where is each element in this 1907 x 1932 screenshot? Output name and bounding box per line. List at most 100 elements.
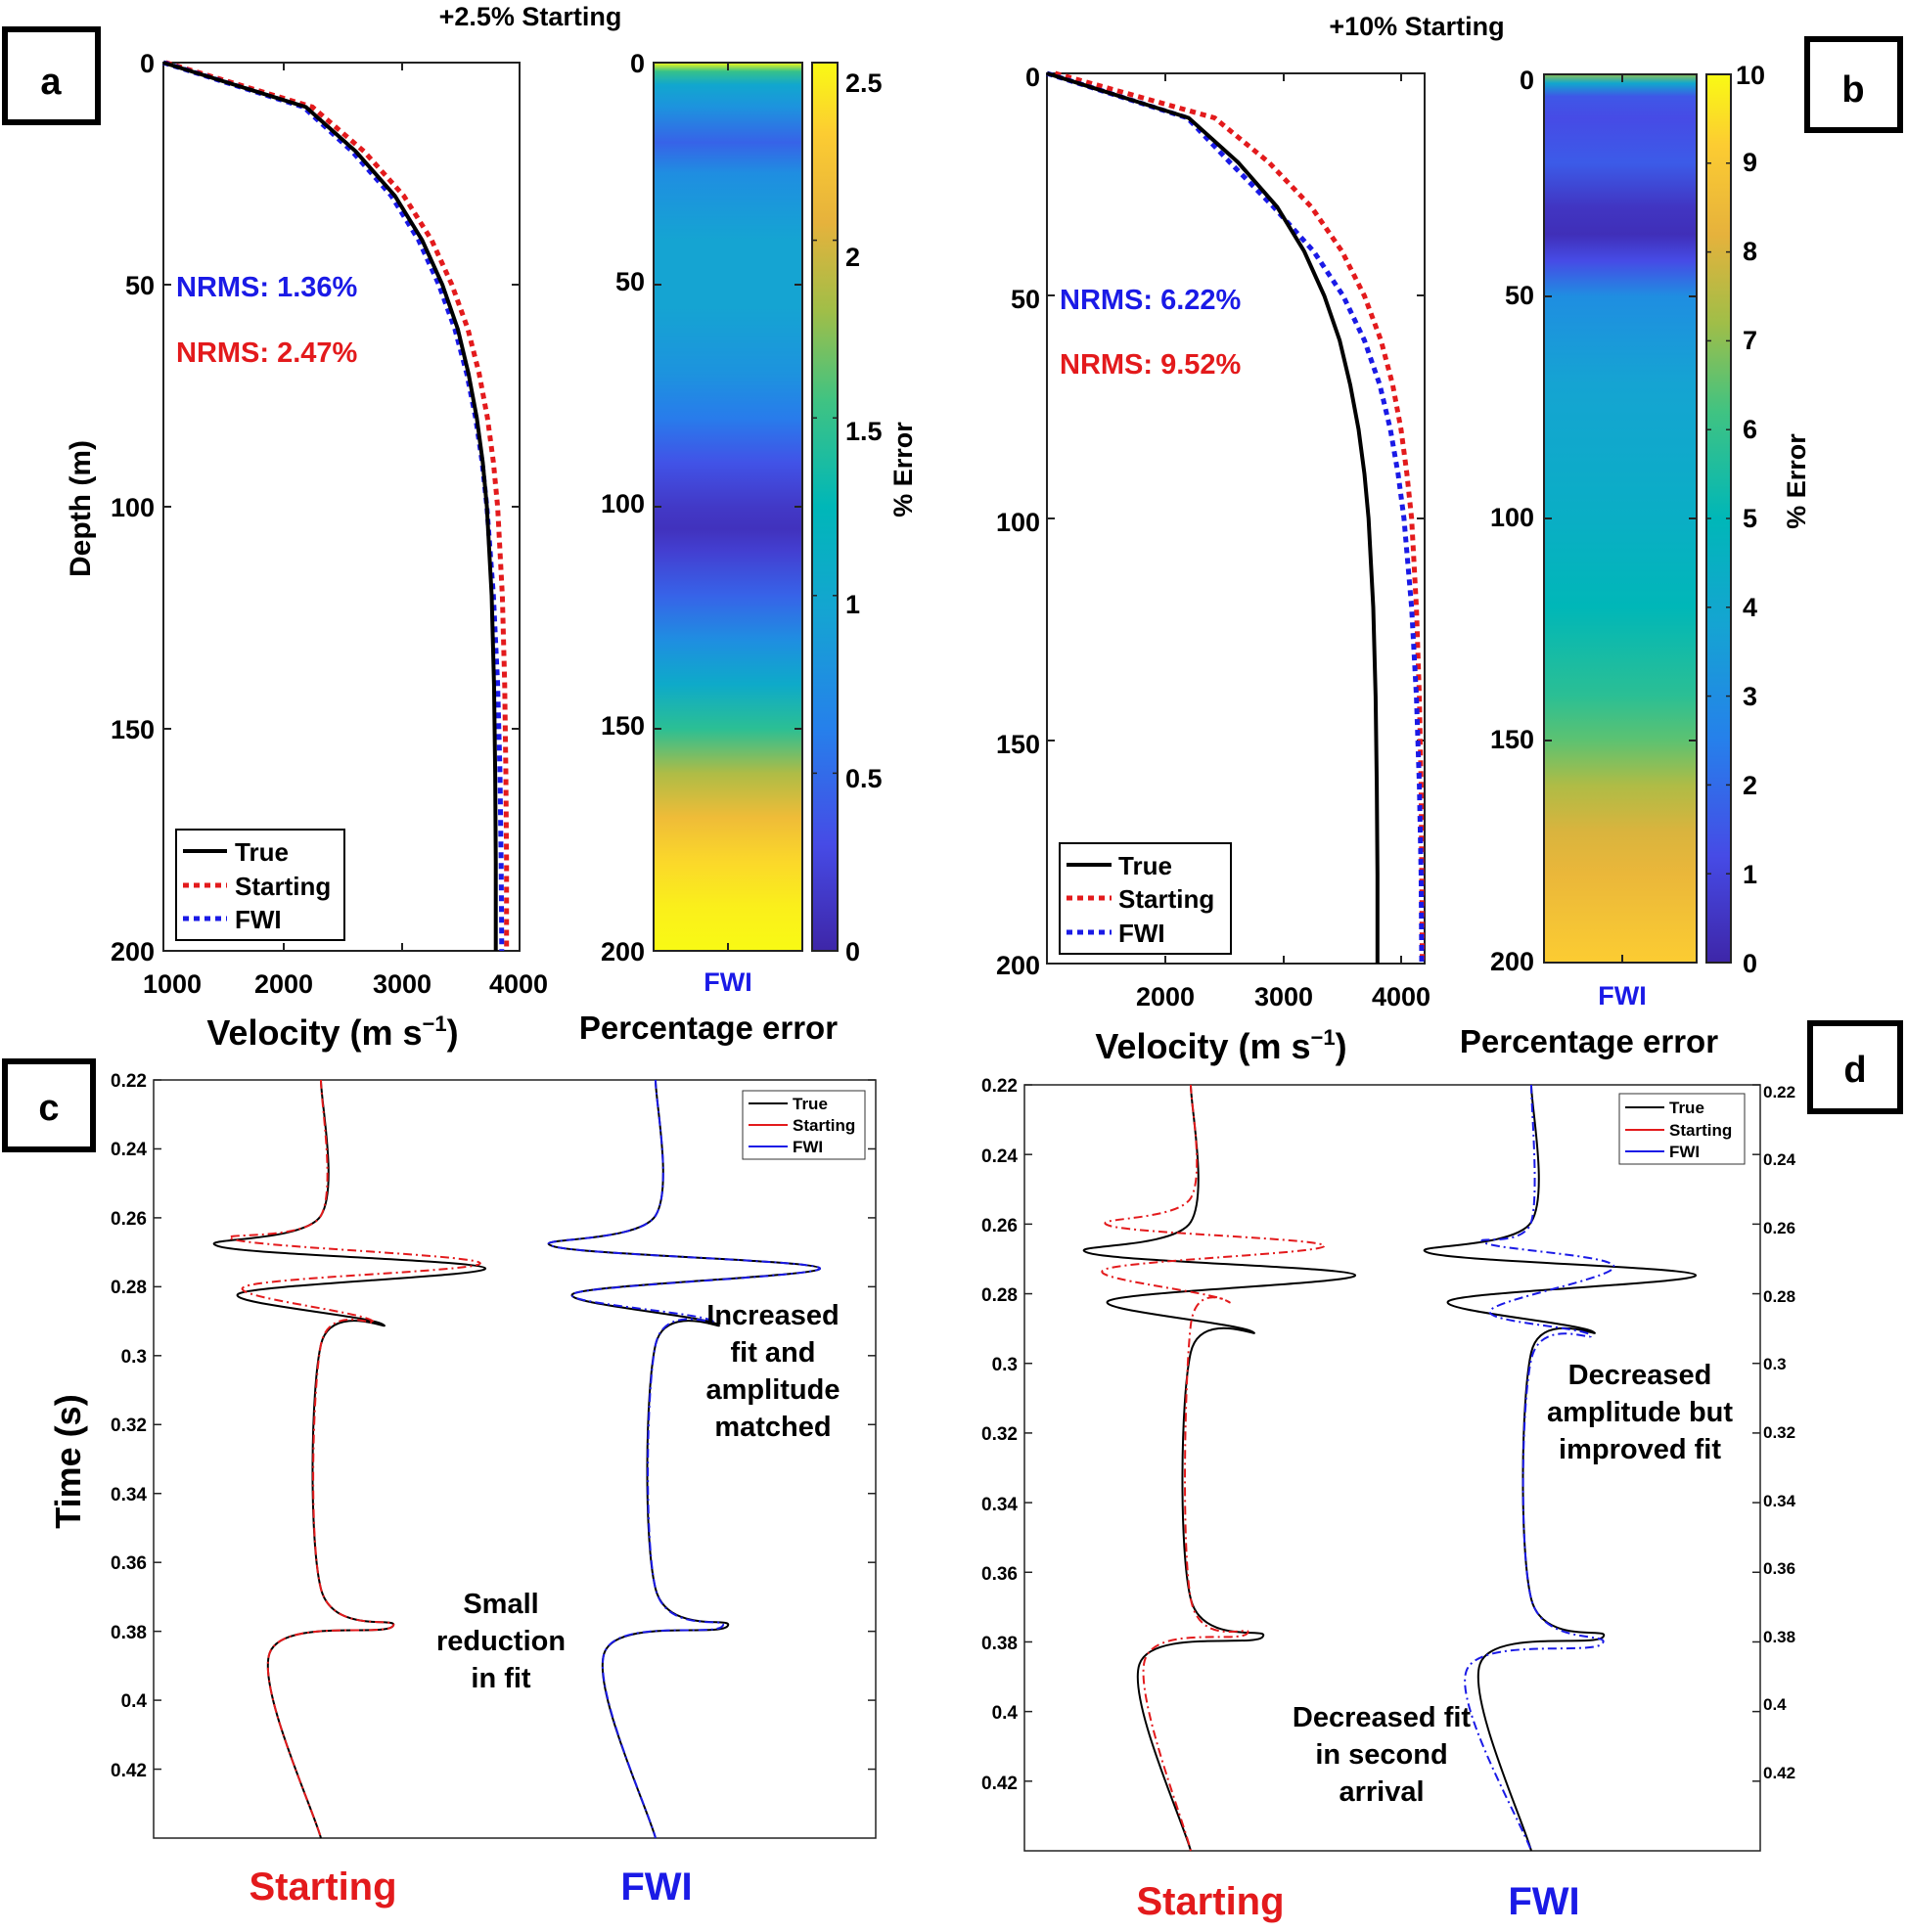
- profile-a-legend: True Starting FWI: [175, 829, 345, 941]
- profile-a-line-starting: [164, 60, 510, 951]
- trace-d-fwi-trace: [1464, 1084, 1615, 1852]
- legend-c-label-true: True: [793, 1095, 828, 1113]
- legend-d-label-fwi: FWI: [1669, 1143, 1700, 1161]
- error-a-xtick: FWI: [704, 967, 751, 997]
- colorbar-b-label: % Error: [1782, 433, 1811, 529]
- panel-b-letter-box: b: [1804, 36, 1903, 133]
- profile-a-lines: [162, 60, 510, 952]
- trace-d-starting-trace: [1101, 1084, 1326, 1852]
- panel-a-letter: a: [40, 62, 62, 103]
- colorbar-b-tick-8: 8: [1743, 237, 1757, 266]
- note-line: improved fit: [1559, 1434, 1721, 1465]
- colorbar-b-tick-6: 6: [1743, 415, 1757, 444]
- trace-d-tick-labels-right: 0.22 0.24 0.26 0.28 0.3 0.32 0.34 0.36 0…: [1763, 1083, 1796, 1782]
- profile-a-xtick-0: 1000: [143, 969, 202, 999]
- trace-d-legend: True Starting FWI: [1618, 1093, 1746, 1165]
- colorbar-b-ticks: [1706, 73, 1731, 964]
- profile-b-ytick-3: 150: [996, 730, 1040, 759]
- trace-c-note-fit: Increased fit and amplitude matched: [706, 1300, 840, 1443]
- trace-c-xlabel-starting: Starting: [249, 1865, 396, 1909]
- profile-b-lines: [1046, 70, 1426, 965]
- colorbar-b-tick-7: 7: [1743, 326, 1757, 355]
- colorbar-b-tick-4: 4: [1743, 593, 1757, 622]
- panel-a-letter-box: a: [2, 26, 101, 125]
- trace-d-rtick-9: 0.4: [1763, 1695, 1787, 1714]
- colorbar-b-tick-10: 10: [1736, 61, 1765, 90]
- error-b-ytick-2: 100: [1490, 503, 1534, 532]
- legend-label-fwi: FWI: [235, 905, 282, 934]
- legend-c-label-starting: Starting: [793, 1116, 855, 1135]
- trace-d-rtick-5: 0.32: [1763, 1423, 1795, 1442]
- trace-c-ytick-9: 0.4: [121, 1691, 148, 1712]
- trace-c-true-under-fwi: [548, 1079, 822, 1839]
- trace-d-rtick-2: 0.26: [1763, 1219, 1795, 1237]
- trace-c-fwi-trace: [548, 1079, 822, 1839]
- trace-d-xlabel-fwi: FWI: [1508, 1880, 1579, 1923]
- colorbar-b-tick-9: 9: [1743, 148, 1757, 177]
- trace-d-rtick-3: 0.28: [1763, 1287, 1795, 1306]
- panel-c-letter: c: [38, 1088, 59, 1129]
- error-b-ytick-0: 0: [1520, 66, 1534, 95]
- profile-a-xlabel: Velocity (m s−1): [206, 1011, 458, 1053]
- error-a-xlabel: Percentage error: [579, 1010, 838, 1046]
- trace-c-ytick-2: 0.26: [111, 1209, 147, 1230]
- trace-d-ytick-10: 0.42: [981, 1774, 1018, 1794]
- note-line: arrival: [1339, 1776, 1424, 1808]
- profile-b-nrms-start: NRMS: 9.52%: [1060, 349, 1242, 381]
- trace-c-true-under-starting: [213, 1079, 487, 1839]
- trace-d-ytick-3: 0.28: [981, 1285, 1018, 1306]
- error-b-ytick-4: 200: [1490, 947, 1534, 976]
- legend-b-label-true: True: [1118, 851, 1172, 880]
- colorbar-a-tick-4: 2: [845, 243, 860, 272]
- profile-b-line-fwi: [1046, 70, 1425, 965]
- trace-d-true-under-fwi: [1424, 1084, 1698, 1852]
- profile-b-xtick-0: 2000: [1136, 982, 1195, 1011]
- legend-c-label-fwi: FWI: [793, 1138, 823, 1156]
- panel-c-letter-box: c: [2, 1058, 96, 1152]
- colorbar-a-tick-5: 2.5: [845, 68, 883, 98]
- trace-d-xlabel-starting: Starting: [1136, 1880, 1284, 1923]
- profile-b-nrms-fwi: NRMS: 6.22%: [1060, 285, 1242, 316]
- profile-a-ticks: [163, 62, 520, 952]
- error-a-ytick-1: 50: [615, 267, 645, 296]
- note-line: matched: [714, 1412, 831, 1443]
- profile-b-legend: True Starting FWI: [1059, 842, 1232, 955]
- trace-c-starting-trace: [228, 1079, 481, 1839]
- panel-d-letter-box: d: [1807, 1020, 1903, 1114]
- colorbar-b-tick-0: 0: [1743, 949, 1757, 978]
- profile-a-line-true: [162, 61, 498, 951]
- trace-d-ytick-9: 0.4: [992, 1703, 1019, 1724]
- profile-a-ytick-3: 150: [111, 715, 155, 744]
- trace-c-tick-labels: 0.22 0.24 0.26 0.28 0.3 0.32 0.34 0.36 0…: [111, 1071, 147, 1781]
- trace-d-rtick-8: 0.38: [1763, 1628, 1795, 1646]
- profile-b-line-true: [1046, 71, 1380, 964]
- legend-d-label-true: True: [1669, 1099, 1704, 1117]
- profile-a-ytick-1: 50: [125, 271, 155, 300]
- note-line: fit and: [731, 1337, 816, 1369]
- note-line: Decreased fit: [1293, 1702, 1471, 1733]
- trace-c-ytick-8: 0.38: [111, 1623, 147, 1643]
- error-a-ytick-2: 100: [601, 489, 645, 518]
- profile-b-xtick-2: 4000: [1372, 982, 1430, 1011]
- colorbar-a-tick-1: 0.5: [845, 764, 883, 793]
- note-line: amplitude but: [1547, 1397, 1733, 1428]
- trace-c-ylabel: Time (s): [48, 1394, 88, 1528]
- trace-c-ytick-4: 0.3: [121, 1347, 147, 1368]
- trace-d-rtick-1: 0.24: [1763, 1150, 1796, 1169]
- colorbar-b-tick-5: 5: [1743, 504, 1757, 533]
- profile-a-line-fwi: [162, 60, 505, 952]
- trace-c-ytick-5: 0.32: [111, 1415, 147, 1436]
- profile-a-axes: [162, 62, 521, 952]
- profile-a-ytick-4: 200: [111, 937, 155, 966]
- profile-b-ytick-2: 100: [996, 508, 1040, 537]
- error-a-ytick-3: 150: [601, 711, 645, 741]
- error-b-xtick: FWI: [1598, 981, 1646, 1011]
- trace-c-xlabel-fwi: FWI: [620, 1865, 692, 1909]
- trace-d-axes: [1023, 1084, 1761, 1852]
- error-b-ytick-3: 150: [1490, 725, 1534, 754]
- note-line: in second: [1315, 1739, 1447, 1771]
- trace-c-ytick-0: 0.22: [111, 1071, 147, 1092]
- trace-c-ticks: [154, 1079, 876, 1771]
- trace-d-rtick-10: 0.42: [1763, 1764, 1795, 1782]
- legend-label-true: True: [235, 837, 289, 867]
